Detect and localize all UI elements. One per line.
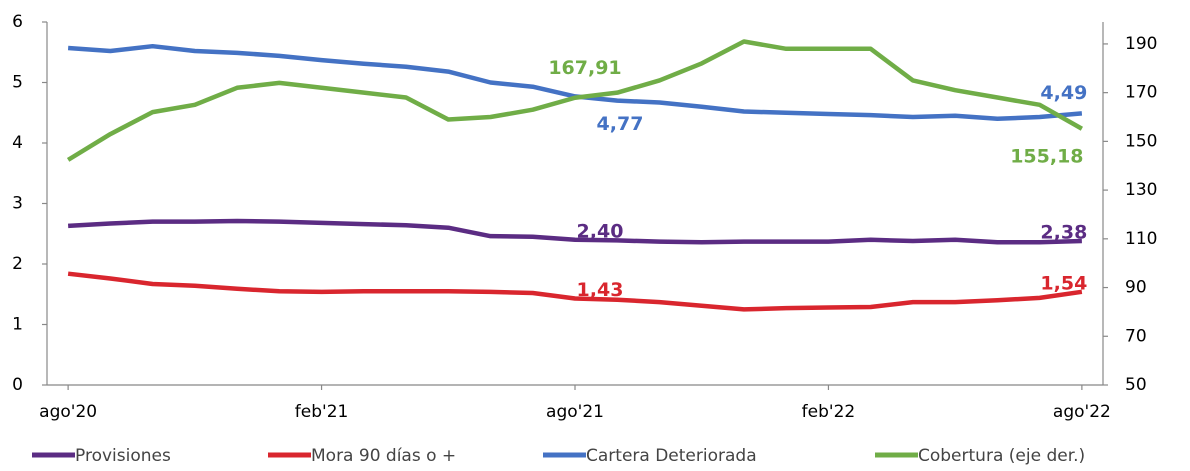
- value-label: 1,54: [1040, 272, 1087, 294]
- series-line: [66, 39, 1083, 162]
- y-tick-label: 5: [12, 73, 23, 93]
- legend-label: Provisiones: [75, 446, 171, 466]
- value-label: 155,18: [1010, 145, 1083, 167]
- y2-tick-label: 170: [1125, 83, 1157, 103]
- y2-tick-label: 90: [1125, 278, 1147, 298]
- x-tick-label: ago'21: [546, 402, 604, 422]
- value-label: 2,40: [577, 220, 624, 242]
- x-tick-label: ago'20: [39, 402, 97, 422]
- y2-tick-label: 110: [1125, 229, 1157, 249]
- y2-tick-label: 130: [1125, 180, 1157, 200]
- y-tick-label: 2: [12, 254, 23, 274]
- y-tick-label: 1: [12, 315, 23, 335]
- y2-tick-label: 70: [1125, 326, 1147, 346]
- x-tick-label: feb'22: [802, 402, 856, 422]
- value-label: 2,38: [1040, 222, 1087, 244]
- y-tick-label: 3: [12, 194, 23, 214]
- x-tick-label: ago'22: [1053, 402, 1111, 422]
- series-line: [67, 271, 1083, 312]
- value-label: 167,91: [548, 57, 621, 79]
- legend-label: Mora 90 días o +: [311, 446, 456, 466]
- legend-label: Cartera Deteriorada: [586, 446, 757, 466]
- value-label: 4,77: [597, 113, 644, 135]
- legend-label: Cobertura (eje der.): [918, 446, 1085, 466]
- x-tick-label: feb'21: [295, 402, 349, 422]
- y-tick-label: 0: [12, 375, 23, 395]
- value-label: 1,43: [577, 279, 624, 301]
- y2-tick-label: 190: [1125, 34, 1157, 54]
- y2-tick-label: 50: [1125, 375, 1147, 395]
- value-label: 4,49: [1040, 82, 1087, 104]
- y-tick-label: 6: [12, 12, 23, 32]
- y-tick-label: 4: [12, 133, 23, 153]
- series-line: [67, 218, 1082, 245]
- y2-tick-label: 150: [1125, 131, 1157, 151]
